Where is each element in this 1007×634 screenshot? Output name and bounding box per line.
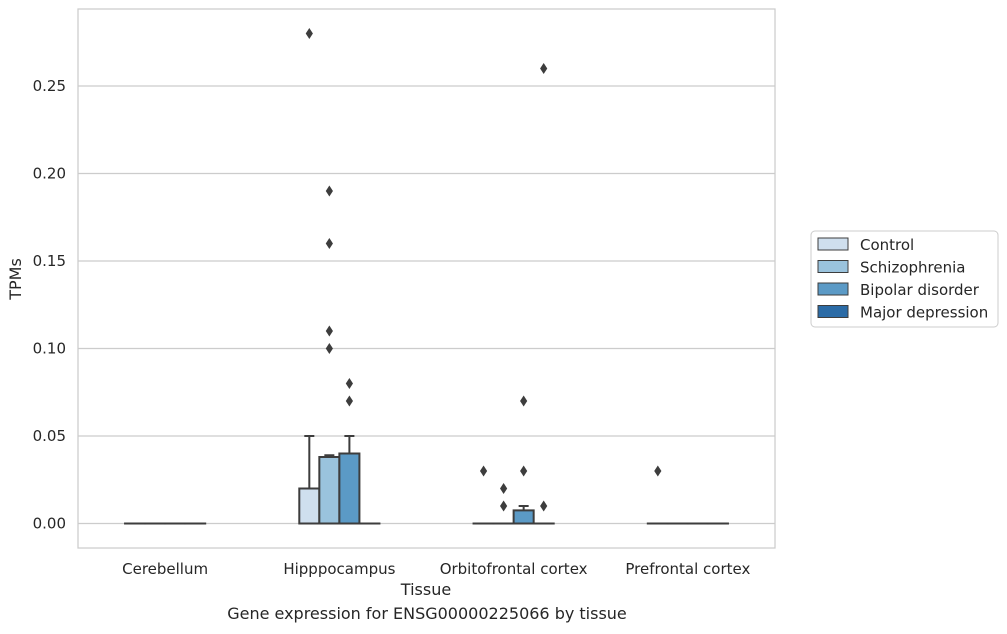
box-2-2 [512,395,535,525]
y-axis-title: TPMs [6,258,25,301]
legend-frame [810,230,999,328]
outlier-marker [345,378,353,389]
x-tick-label: Prefrontal cortex [625,560,750,578]
box-body [318,456,341,525]
outlier-marker [305,28,313,39]
x-tick-label: Orbitofrontal cortex [440,560,588,578]
legend-swatch [817,237,849,251]
legend-label: Schizophrenia [860,259,965,277]
legend-label: Control [860,236,914,254]
y-tick-label: 0.10 [33,340,66,358]
outlier-marker [500,500,508,512]
y-tick-label: 0.25 [33,77,66,95]
box-body [512,509,535,525]
outlier-marker [479,465,488,477]
x-axis-title: Tissue [400,580,451,599]
outlier-marker [325,238,333,249]
x-axis-ticks: Cerebellum Hipppocampus Orbitofrontal cort… [122,560,750,578]
box-0-3 [646,465,669,525]
legend-swatch [817,305,849,318]
box-1-1 [318,185,341,525]
x-tick-label: Hipppocampus [283,560,395,578]
outlier-marker [325,343,333,354]
box-3-2 [532,63,555,525]
legend: Control Schizophrenia Bipolar disorder Majo… [810,230,999,328]
outlier-marker [325,185,333,197]
outlier-marker [500,483,508,494]
y-tick-label: 0.20 [33,165,66,183]
box-2-1 [338,378,361,525]
outlier-marker [654,465,662,477]
box-0-1 [298,28,321,525]
x-tick-label: Cerebellum [122,560,208,578]
box-body [338,452,361,525]
plot-background [78,9,775,548]
legend-label: Major depression [860,304,988,322]
legend-swatch [817,282,849,296]
y-axis-ticks: 0.00 0.05 0.10 0.15 0.20 0.25 [33,77,66,533]
outlier-marker [540,500,548,512]
y-tick-label: 0.15 [33,252,66,270]
chart-caption: Gene expression for ENSG00000225066 by t… [227,604,627,623]
outlier-marker [520,465,528,477]
box-0-2 [472,465,495,525]
box-groups [124,28,729,525]
plot-frame [77,8,776,549]
legend-label: Bipolar disorder [860,281,980,299]
box-body [298,487,321,525]
outlier-marker [520,395,528,407]
y-tick-label: 0.00 [33,515,66,533]
outlier-marker [345,395,353,407]
outlier-marker [540,63,548,74]
y-tick-label: 0.05 [33,427,66,445]
legend-swatch [817,260,849,273]
outlier-marker [325,325,333,337]
